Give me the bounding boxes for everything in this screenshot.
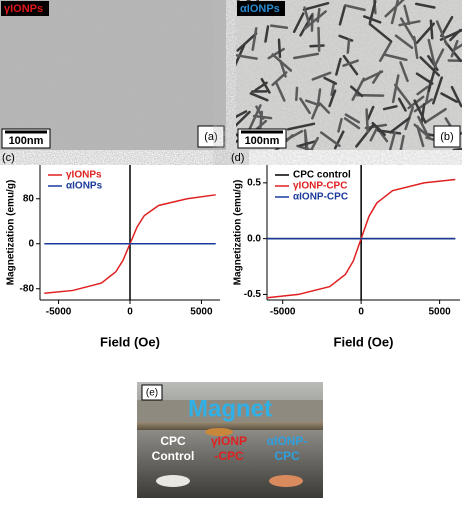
y-tick-label: 0 — [28, 238, 34, 249]
x-tick-label: 0 — [127, 307, 133, 318]
legend-label: αIONPs — [66, 181, 103, 192]
rod — [318, 9, 320, 21]
panel-label: (a) — [204, 131, 217, 143]
x-axis-label: Field (Oe) — [100, 334, 160, 349]
x-axis-label: Field (Oe) — [334, 334, 394, 349]
sample-name: -CPC — [214, 449, 244, 463]
scale-bar-label: 100nm — [245, 135, 280, 147]
x-tick-label: -5000 — [46, 307, 72, 318]
x-tick-label: -5000 — [270, 307, 296, 318]
panel-label: (b) — [440, 131, 453, 143]
sample-name: αIONP- — [267, 434, 308, 448]
panel-label: (c) — [2, 152, 15, 164]
rod — [296, 88, 297, 100]
y-tick-label: -80 — [20, 283, 35, 294]
rod — [319, 28, 320, 51]
sample-name: CPC — [160, 434, 186, 448]
y-tick-label: 0.5 — [247, 177, 261, 188]
rod — [310, 45, 323, 46]
y-tick-label: 80 — [23, 193, 35, 204]
disc — [269, 475, 303, 487]
rod — [279, 40, 280, 57]
y-tick-label: -0.5 — [244, 289, 262, 300]
sample-label: αIONPs — [240, 3, 280, 15]
x-tick-label: 5000 — [190, 307, 213, 318]
holder — [137, 422, 323, 430]
rod — [367, 109, 368, 132]
tem-texture-b — [236, 0, 462, 150]
legend-label: CPC control — [293, 170, 351, 181]
sample-name: γIONP — [211, 434, 247, 448]
legend-label: γIONPs — [66, 170, 102, 181]
y-axis-label: Magnetization (emu/g) — [6, 180, 17, 286]
panel-label: (d) — [231, 152, 244, 164]
y-axis-label: Magnetization (emu/g) — [233, 180, 244, 286]
legend-label: γIONP-CPC — [293, 181, 347, 192]
rod — [454, 148, 462, 150]
sample-name: Control — [152, 449, 195, 463]
scale-bar-label: 100nm — [9, 135, 44, 147]
y-tick-label: 0.0 — [247, 233, 261, 244]
x-tick-label: 5000 — [428, 307, 451, 318]
sample-name: CPC — [274, 449, 300, 463]
disc — [156, 475, 190, 487]
tem-texture-a — [0, 0, 226, 150]
magnet-label: Magnet — [188, 395, 272, 422]
panel-label: (e) — [146, 388, 158, 399]
sample-label: γIONPs — [4, 3, 43, 15]
x-tick-label: 0 — [358, 307, 364, 318]
legend-label: αIONP-CPC — [293, 192, 348, 203]
rod — [431, 21, 432, 38]
rod — [348, 40, 349, 53]
